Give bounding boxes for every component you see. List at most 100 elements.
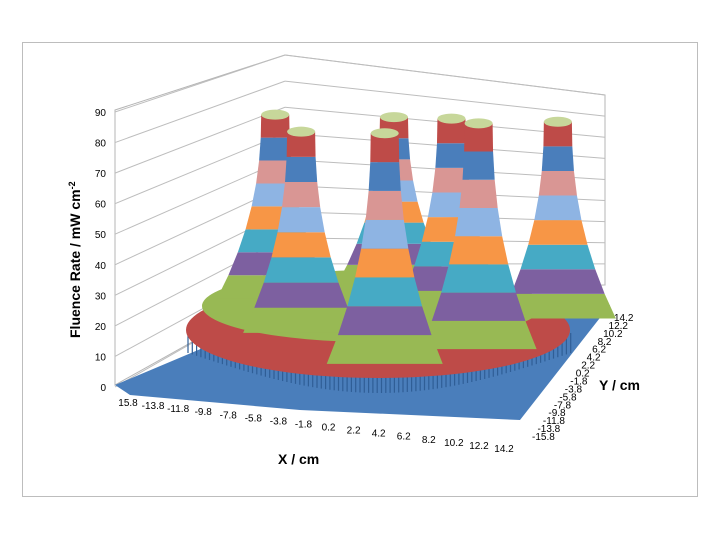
x-tick-label: 15.8 bbox=[118, 398, 138, 409]
z-tick-label: 10 bbox=[95, 352, 107, 363]
z-tick-label: 90 bbox=[95, 108, 107, 119]
y-tick-label: 0.2 bbox=[576, 369, 590, 380]
z-tick-label: 80 bbox=[95, 139, 107, 150]
x-tick-label: 4.2 bbox=[372, 429, 386, 440]
x-tick-label: -1.8 bbox=[295, 419, 313, 430]
y-tick-label: 6.2 bbox=[592, 345, 606, 356]
x-tick-label: 10.2 bbox=[444, 438, 464, 449]
x-tick-label: 2.2 bbox=[347, 426, 361, 437]
peak-cap bbox=[437, 113, 466, 124]
peak-band bbox=[499, 293, 616, 319]
peak bbox=[326, 128, 443, 364]
y-tick-label: -15.8 bbox=[532, 432, 555, 443]
z-tick-label: 50 bbox=[95, 230, 107, 241]
peak-band bbox=[538, 170, 577, 196]
peak-band bbox=[543, 121, 573, 147]
peak-band bbox=[455, 207, 503, 237]
y-tick-label: -3.8 bbox=[565, 384, 583, 395]
z-gridline-left bbox=[114, 158, 286, 235]
peak-band bbox=[260, 114, 290, 138]
peak bbox=[243, 126, 360, 333]
peak-band bbox=[435, 143, 468, 168]
peak-band bbox=[432, 167, 471, 193]
z-tick-label: 30 bbox=[95, 291, 107, 302]
x-axis-ticks: 15.8 -13.8 -11.8 -9.8 -7.8 -5.8 -3.8 -1.8 0.2 2.2… bbox=[118, 398, 514, 455]
x-tick-label: 0.2 bbox=[322, 423, 336, 434]
peak-band bbox=[254, 282, 348, 308]
peak bbox=[499, 116, 616, 319]
peak-band bbox=[464, 123, 494, 152]
peak-band bbox=[448, 236, 509, 265]
peak-band bbox=[541, 146, 574, 171]
z-tick-label: 40 bbox=[95, 261, 107, 272]
peak-band bbox=[462, 151, 495, 180]
peak-band bbox=[370, 133, 400, 163]
peak-cap bbox=[261, 109, 290, 120]
y-tick-label: 4.2 bbox=[587, 353, 601, 364]
peak-band bbox=[441, 264, 516, 293]
y-tick-label: -13.8 bbox=[537, 424, 560, 435]
z-tick-label: 20 bbox=[95, 322, 107, 333]
peak-band bbox=[511, 269, 605, 294]
z-gridline-left bbox=[114, 54, 286, 113]
z-tick-label: 70 bbox=[95, 169, 107, 180]
peak-band bbox=[282, 181, 321, 208]
x-tick-label: 8.2 bbox=[422, 435, 436, 446]
x-tick-label: -3.8 bbox=[270, 416, 288, 427]
z-gridline-left bbox=[114, 106, 286, 174]
surface-layers bbox=[186, 109, 616, 393]
x-tick-label: 6.2 bbox=[397, 432, 411, 443]
x-tick-label: 14.2 bbox=[494, 444, 514, 455]
x-tick-label: -5.8 bbox=[245, 413, 263, 424]
peak-band bbox=[520, 244, 596, 270]
peak-band bbox=[337, 306, 432, 336]
peak-band bbox=[431, 292, 526, 321]
y-tick-label: 2.2 bbox=[581, 361, 595, 372]
peak-band bbox=[271, 232, 331, 258]
peak-cap bbox=[287, 126, 316, 137]
x-axis-label: X / cm bbox=[278, 451, 319, 467]
peak-band bbox=[263, 257, 339, 283]
y-tick-label: 10.2 bbox=[603, 329, 623, 340]
y-tick-label: -1.8 bbox=[570, 376, 588, 387]
peak-band bbox=[285, 156, 318, 182]
y-tick-label: -9.8 bbox=[548, 408, 566, 419]
peak-band bbox=[436, 118, 466, 144]
y-tick-label: -11.8 bbox=[543, 416, 565, 427]
y-axis-label: Y / cm bbox=[599, 377, 640, 393]
peak-band bbox=[277, 207, 325, 233]
peak-band bbox=[355, 248, 415, 278]
z-gridline-back bbox=[284, 80, 606, 117]
peak-band bbox=[361, 219, 409, 249]
z-gridline-back bbox=[284, 54, 606, 96]
peak-cap bbox=[543, 116, 572, 127]
peak-band bbox=[368, 162, 401, 191]
peak-cap bbox=[464, 118, 493, 129]
peak-band bbox=[347, 277, 423, 307]
peak-band bbox=[243, 307, 360, 333]
y-axis-ticks: 14.212.210.28.26.24.22.20.2-1.8-3.8-5.8-… bbox=[532, 313, 634, 443]
peak-band bbox=[326, 335, 443, 364]
peak-band bbox=[259, 137, 292, 161]
peak-band bbox=[528, 220, 588, 245]
peak-cap bbox=[370, 128, 399, 139]
x-tick-label: -7.8 bbox=[220, 410, 238, 421]
x-tick-label: -11.8 bbox=[167, 404, 189, 415]
z-tick-label: 0 bbox=[100, 383, 106, 394]
x-tick-label: -9.8 bbox=[195, 407, 213, 418]
x-tick-label: -13.8 bbox=[142, 401, 165, 412]
peak-band bbox=[459, 179, 498, 208]
peak-band bbox=[286, 131, 316, 157]
y-tick-label: -5.8 bbox=[559, 392, 577, 403]
x-tick-label: 12.2 bbox=[469, 441, 489, 452]
y-tick-label: 14.2 bbox=[614, 313, 634, 324]
peak bbox=[420, 118, 537, 350]
peak-band bbox=[534, 195, 582, 221]
z-gridline-left bbox=[114, 80, 286, 144]
peak-band bbox=[256, 160, 295, 184]
peak-band bbox=[420, 320, 537, 350]
peak-cap bbox=[379, 112, 408, 123]
z-axis-label: Fluence Rate / mW cm-2 bbox=[67, 181, 83, 338]
y-tick-label: 12.2 bbox=[609, 321, 629, 332]
